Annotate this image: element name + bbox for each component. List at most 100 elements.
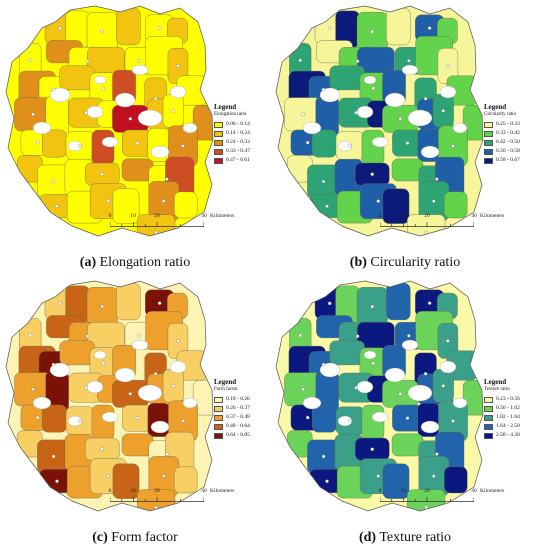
- sub-basin: [91, 129, 115, 165]
- scale-tick-label: 40: [471, 488, 477, 494]
- legend-swatch: [484, 396, 493, 403]
- unclassified-area: [169, 85, 187, 99]
- legend-title: Legend: [484, 103, 507, 111]
- unclassified-area: [384, 92, 406, 108]
- scale-tick-label: 10: [130, 213, 136, 219]
- basin-label-marker: [423, 96, 428, 101]
- unclassified-area: [101, 411, 119, 423]
- basin-label-marker: [135, 416, 140, 420]
- basin-label-marker: [128, 117, 133, 121]
- basin-label-marker: [176, 64, 180, 68]
- basin-label-marker: [84, 110, 88, 115]
- basin-label-marker: [100, 172, 104, 176]
- caption-text: Form factor: [111, 530, 178, 545]
- basin-map: [275, 5, 484, 237]
- sub-basin: [391, 433, 424, 457]
- basin-label-marker: [181, 419, 185, 423]
- panel-caption: (c) Form factor: [0, 530, 270, 546]
- map-legend: Legend Elongation ratio 0.06 - 0.14 0.14 …: [214, 104, 250, 165]
- basin-label-marker: [305, 140, 310, 145]
- scale-bar: 0 10 20 40 Kilometers: [108, 213, 266, 235]
- basin-label-marker: [85, 59, 90, 63]
- unclassified-area: [86, 105, 104, 119]
- sub-basin: [121, 158, 154, 182]
- scale-unit: Kilometers: [480, 213, 505, 219]
- legend-item: 0.33 - 0.47: [214, 147, 250, 156]
- unclassified-area: [67, 415, 83, 427]
- legend-swatch: [214, 414, 223, 421]
- unclassified-area: [131, 64, 149, 76]
- basin-label-marker: [321, 87, 326, 92]
- legend-swatch: [484, 157, 493, 164]
- legend-label: 0.26 - 0.37: [226, 404, 250, 411]
- unclassified-area: [101, 136, 119, 148]
- caption-text: Circularity ratio: [370, 255, 461, 270]
- legend-item: 1.64 - 2.50: [484, 422, 520, 431]
- sub-basin: [116, 7, 141, 46]
- scale-tick-label: 0: [378, 213, 382, 219]
- unclassified-area: [32, 121, 52, 135]
- panel-elongation-ratio: Legend Elongation ratio 0.06 - 0.14 0.14 …: [0, 0, 270, 275]
- unclassified-area: [319, 87, 341, 103]
- unclassified-area: [114, 367, 136, 383]
- scale-tick-label: 10: [400, 488, 406, 494]
- scale-tick-label: 0: [108, 213, 112, 219]
- scale-bar: 0 10 20 40 Kilometers: [109, 488, 266, 510]
- map-legend: Legend Form factor 0.18 - 0.26 0.26 - 0.3…: [214, 379, 250, 440]
- legend-label: 0.58 - 0.67: [496, 156, 520, 163]
- legend-item: 0.37 - 0.48: [214, 413, 250, 422]
- legend-item: 0.24 - 0.33: [214, 138, 250, 147]
- legend-item: 1.02 - 1.64: [484, 413, 520, 422]
- unclassified-area: [439, 85, 457, 99]
- basin-label-marker: [354, 110, 358, 115]
- legend-field: Circularity ratio: [484, 112, 517, 117]
- legend-label: 0.14 - 0.24: [226, 129, 250, 136]
- legend-title: Legend: [214, 103, 237, 111]
- scale-tick-label: 0: [378, 488, 382, 494]
- legend-label: 0.50 - 0.58: [496, 147, 520, 154]
- basin-label-marker: [355, 59, 360, 63]
- basin-label-marker: [441, 384, 446, 388]
- unclassified-area: [319, 362, 341, 378]
- legend-swatch: [214, 148, 223, 155]
- unclassified-area: [137, 109, 163, 127]
- basin-label-marker: [298, 333, 303, 338]
- basin-label-marker: [370, 304, 375, 309]
- sub-basin: [42, 129, 67, 158]
- basin-label-marker: [85, 334, 90, 338]
- basin-outline: [275, 5, 484, 237]
- unclassified-area: [363, 350, 377, 360]
- basin-label-marker: [376, 199, 381, 203]
- basin-label-marker: [137, 334, 141, 338]
- basin-label-marker: [348, 143, 352, 148]
- legend-label: 0.56 - 1.02: [496, 404, 520, 411]
- scale-tick-label: 20: [154, 213, 160, 219]
- unclassified-area: [67, 140, 83, 152]
- basin-label-marker: [348, 418, 352, 423]
- unclassified-area: [302, 396, 322, 410]
- scale-bar: 0 10 20 40 Kilometers: [378, 213, 536, 235]
- legend-swatch: [484, 130, 493, 137]
- unclassified-area: [93, 75, 107, 85]
- basin-label-marker: [31, 112, 35, 117]
- basin-label-marker: [101, 86, 106, 91]
- unclassified-area: [337, 415, 353, 427]
- basin-label-marker: [153, 96, 158, 101]
- basin-label-marker: [35, 140, 40, 145]
- scale-unit: Kilometers: [210, 488, 235, 494]
- sub-basin: [59, 65, 95, 91]
- unclassified-area: [452, 397, 468, 409]
- sub-basin: [361, 404, 385, 440]
- legend-item: 0.47 - 0.61: [214, 156, 250, 165]
- legend-label: 0.47 - 0.61: [226, 156, 250, 163]
- legend-label: 0.33 - 0.42: [496, 129, 520, 136]
- basin-label-marker: [100, 447, 104, 451]
- basin-label-marker: [407, 334, 411, 338]
- scale-tick-label: 20: [154, 488, 160, 494]
- panel-circularity-ratio: Legend Circularity ratio 0.25 - 0.33 0.33…: [270, 0, 540, 275]
- basin-label-marker: [446, 339, 450, 343]
- unclassified-area: [337, 140, 353, 152]
- legend-title: Legend: [484, 378, 507, 386]
- unclassified-area: [420, 420, 440, 434]
- legend-swatch: [484, 432, 493, 439]
